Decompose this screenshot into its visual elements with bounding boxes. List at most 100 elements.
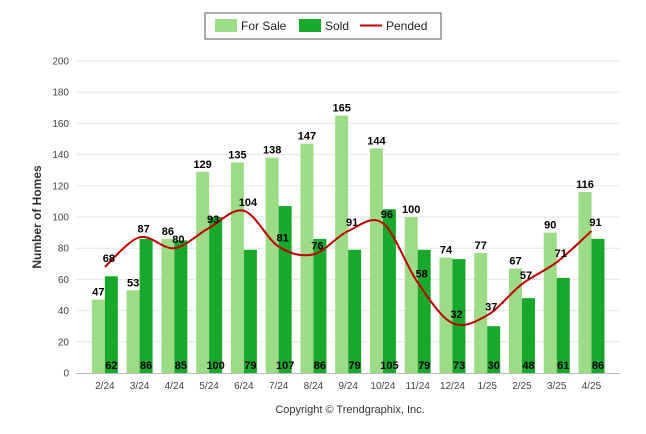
y-tick-label: 140 [52, 150, 69, 161]
data-label-for-sale: 129 [193, 159, 211, 171]
legend-label-pended: Pended [386, 19, 427, 33]
bar-sold [313, 238, 327, 373]
data-label-sold: 105 [380, 360, 398, 372]
data-label-pended: 91 [589, 217, 601, 229]
x-tick-label: 6/24 [234, 381, 254, 392]
bar-sold [521, 298, 535, 373]
bar-for-sale [335, 115, 349, 373]
bar-for-sale [126, 290, 140, 373]
bar-sold [382, 209, 396, 373]
data-label-pended: 37 [485, 301, 497, 313]
bar-sold [417, 249, 431, 373]
y-axis-title: Number of Homes [30, 165, 44, 269]
bar-for-sale [300, 143, 314, 373]
x-tick-label: 9/24 [338, 381, 358, 392]
data-label-pended: 57 [520, 270, 532, 282]
bar-for-sale [439, 257, 453, 373]
data-label-sold: 86 [592, 360, 604, 372]
data-label-pended: 87 [137, 223, 149, 235]
bar-sold [243, 249, 257, 373]
copyright-text: Copyright © Trendgraphix, Inc. [275, 404, 424, 416]
bar-for-sale [508, 268, 522, 373]
y-tick-label: 180 [52, 88, 69, 99]
bar-for-sale [196, 171, 210, 373]
axes: 0 20 40 60 80 100 120 140 160 180 200 2/24 3/24 4/24 5… [52, 57, 620, 392]
data-label-pended: 81 [277, 233, 289, 245]
data-label-sold: 62 [105, 360, 117, 372]
pended-line [104, 209, 593, 327]
bar-for-sale [265, 157, 279, 373]
data-label-for-sale: 77 [475, 240, 487, 252]
legend-swatch-for-sale [215, 19, 237, 32]
data-label-for-sale: 100 [402, 204, 420, 216]
data-label-sold: 61 [557, 360, 569, 372]
data-label-pended: 76 [311, 240, 323, 252]
data-label-pended: 93 [207, 214, 219, 226]
data-label-sold: 79 [418, 360, 430, 372]
data-label-pended: 68 [103, 253, 115, 265]
x-tick-label: 2/24 [95, 381, 115, 392]
bar-sold [348, 249, 362, 373]
legend: For Sale Sold Pended [204, 12, 442, 40]
data-label-for-sale: 90 [544, 220, 556, 232]
data-label-pended: 71 [555, 248, 567, 260]
x-tick-label: 5/24 [199, 381, 219, 392]
y-tick-label: 100 [52, 213, 69, 224]
bar-sold [209, 217, 223, 373]
x-tick-label: 3/25 [547, 381, 567, 392]
bar-sold [487, 326, 501, 373]
data-label-sold: 73 [453, 360, 465, 372]
data-label-sold: 86 [140, 360, 152, 372]
y-tick-label: 80 [58, 244, 70, 255]
data-label-sold: 85 [175, 360, 187, 372]
bar-sold [139, 238, 153, 373]
data-label-sold: 107 [276, 360, 294, 372]
data-label-sold: 79 [349, 360, 361, 372]
x-tick-label: 4/24 [165, 381, 185, 392]
x-tick-label: 7/24 [269, 381, 289, 392]
bar-sold [278, 206, 292, 373]
data-label-for-sale: 53 [127, 277, 139, 289]
legend-swatch-sold [299, 19, 321, 32]
data-label-for-sale: 67 [509, 255, 521, 267]
x-tick-label: 11/24 [406, 381, 431, 392]
x-tick-label: 12/24 [440, 381, 465, 392]
data-label-sold: 48 [522, 360, 534, 372]
y-tick-label: 20 [58, 337, 70, 348]
bar-sold [556, 277, 570, 373]
data-label-sold: 100 [206, 360, 224, 372]
x-tick-label: 8/24 [304, 381, 324, 392]
y-tick-label: 0 [63, 369, 69, 380]
data-label-pended: 96 [381, 209, 393, 221]
bar-sold [591, 238, 605, 373]
data-label-for-sale: 74 [440, 245, 453, 257]
x-tick-label: 4/25 [582, 381, 602, 392]
y-tick-label: 160 [52, 119, 69, 130]
bar-sold [174, 240, 188, 373]
legend-label-sold: Sold [325, 19, 349, 33]
x-tick-label: 1/25 [477, 381, 497, 392]
data-label-for-sale: 47 [92, 287, 104, 299]
data-labels: 47 62 68 53 86 87 86 85 80 129 100 93 135 79 104 138 107… [92, 103, 604, 372]
x-tick-label: 2/25 [512, 381, 532, 392]
bar-for-sale [369, 148, 383, 373]
legend-label-for-sale: For Sale [241, 19, 287, 33]
bar-sold [452, 259, 466, 373]
y-tick-label: 120 [52, 181, 69, 192]
data-label-for-sale: 86 [162, 226, 174, 238]
data-label-for-sale: 138 [263, 145, 281, 157]
data-label-pended: 80 [172, 234, 184, 246]
data-label-for-sale: 147 [298, 131, 316, 143]
data-label-pended: 58 [416, 269, 428, 281]
data-label-sold: 86 [314, 360, 326, 372]
bar-for-sale [474, 252, 488, 373]
data-label-pended: 32 [450, 309, 462, 321]
y-tick-label: 40 [58, 306, 70, 317]
data-label-sold: 30 [488, 360, 500, 372]
bar-for-sale [230, 162, 244, 373]
legend-box [204, 12, 442, 40]
y-tick-label: 60 [58, 275, 70, 286]
data-label-pended: 91 [346, 217, 358, 229]
